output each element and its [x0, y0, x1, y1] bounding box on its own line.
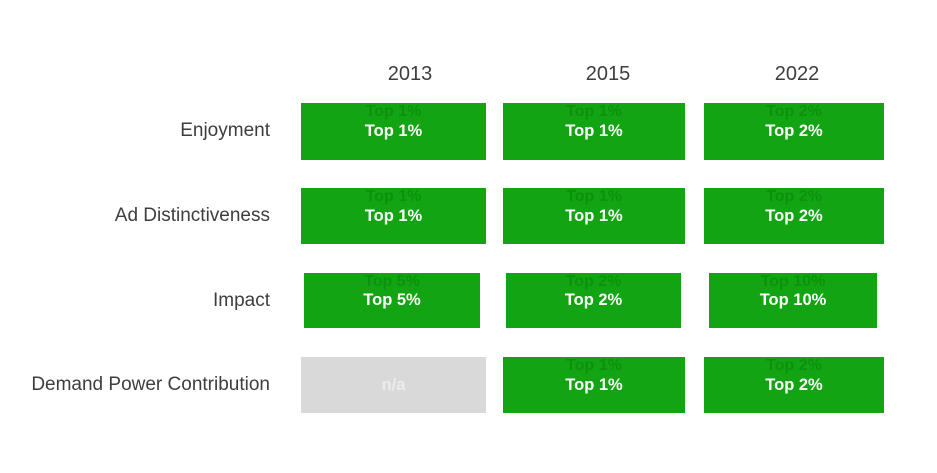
cell-ghost-label: Top 1%: [365, 188, 422, 205]
row-label-impact: Impact: [212, 290, 270, 311]
cell-value: Top 2%: [765, 122, 823, 140]
cell-value: Top 1%: [364, 122, 423, 140]
row-label-demand-power-contribution: Demand Power Contribution: [31, 374, 270, 395]
cell-impact-2015: Top 2% Top 2%: [506, 273, 681, 328]
cell-value: Top 1%: [565, 206, 623, 225]
cell-enjoyment-2022: Top 2% Top 2%: [704, 103, 884, 160]
cell-value: Top 2%: [765, 206, 823, 225]
cell-ad-distinctiveness-2015: Top 1% Top 1%: [503, 188, 685, 244]
cell-value: n/a: [381, 375, 406, 394]
cell-value: Top 2%: [564, 291, 623, 309]
cell-ghost-label: Top 2%: [766, 188, 822, 205]
cell-ghost-label: Top 1%: [566, 357, 622, 374]
cell-enjoyment-2015: Top 1% Top 1%: [503, 103, 685, 160]
cell-enjoyment-2013: Top 1% Top 1%: [301, 103, 486, 160]
cell-ad-distinctiveness-2013: Top 1% Top 1%: [301, 188, 486, 244]
cell-impact-2022: Top 10% Top 10%: [709, 273, 877, 328]
cell-ghost-label: Top 2%: [766, 103, 822, 120]
cell-demand-power-contribution-2013: n/a n/a: [301, 357, 486, 413]
column-header-2015: 2015: [585, 63, 631, 85]
cell-value: Top 1%: [565, 122, 623, 140]
column-header-2013: 2013: [387, 63, 433, 85]
cell-ghost-label: Top 2%: [766, 357, 822, 374]
row-label-ad-distinctiveness: Ad Distinctiveness: [114, 205, 270, 226]
row-label-enjoyment: Enjoyment: [180, 120, 270, 141]
cell-value: Top 1%: [565, 375, 623, 394]
cell-ad-distinctiveness-2022: Top 2% Top 2%: [704, 188, 884, 244]
cell-value: Top 5%: [363, 291, 421, 309]
cell-ghost-label: Top 10%: [760, 273, 826, 290]
cell-ghost-label: Top 1%: [566, 103, 622, 120]
cell-value: Top 2%: [765, 375, 823, 394]
cell-impact-2013: Top 5% Top 5%: [304, 273, 480, 328]
cell-demand-power-contribution-2015: Top 1% Top 1%: [503, 357, 685, 413]
column-header-2022: 2022: [774, 63, 820, 85]
cell-demand-power-contribution-2022: Top 2% Top 2%: [704, 357, 884, 413]
cell-value: Top 1%: [364, 206, 423, 225]
cell-value: Top 10%: [759, 291, 827, 309]
cell-ghost-label: Top 1%: [365, 103, 422, 120]
cell-ghost-label: Top 1%: [566, 188, 622, 205]
cell-ghost-label: Top 5%: [364, 273, 420, 290]
cell-ghost-label: Top 2%: [565, 273, 622, 290]
